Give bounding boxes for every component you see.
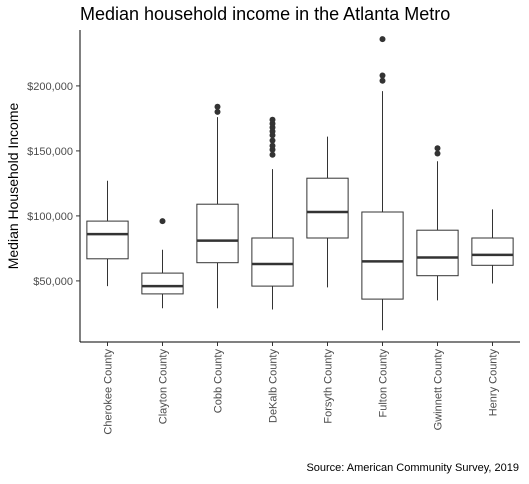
- outlier-point: [434, 145, 441, 152]
- outlier-point: [214, 108, 221, 115]
- x-tick-label: Clayton County: [158, 349, 170, 425]
- outlier-point: [269, 137, 276, 144]
- box-group: [86, 180, 129, 287]
- boxes-layer: [86, 36, 514, 331]
- outlier-point: [214, 103, 221, 110]
- box-iqr: [471, 237, 514, 266]
- outlier-point: [269, 142, 276, 149]
- outlier-point: [269, 151, 276, 158]
- outlier-point: [269, 116, 276, 123]
- x-tick-label: DeKalb County: [268, 349, 280, 423]
- box-iqr: [416, 229, 459, 277]
- box-group: [141, 218, 184, 309]
- y-axis-title: Median Household Income: [5, 103, 21, 270]
- box-group: [251, 116, 294, 310]
- x-ticks-layer: Cherokee County Clayton County Cobb County…: [103, 342, 500, 435]
- box-iqr: [86, 220, 129, 260]
- box-group: [361, 36, 404, 331]
- box-group: [416, 145, 459, 301]
- y-tick-label: $100,000: [27, 211, 73, 223]
- x-tick-label: Cherokee County: [103, 349, 115, 435]
- chart-title: Median household income in the Atlanta M…: [80, 4, 451, 24]
- x-tick-label: Gwinnett County: [433, 349, 445, 431]
- x-tick-label: Henry County: [488, 349, 500, 417]
- outlier-point: [159, 218, 166, 225]
- y-ticks-layer: $50,000 $100,000 $150,000 $200,000: [27, 81, 80, 288]
- outlier-point: [379, 77, 386, 84]
- outlier-point: [379, 36, 386, 43]
- y-tick-label: $150,000: [27, 146, 73, 158]
- x-tick-label: Cobb County: [213, 349, 225, 414]
- box-iqr: [196, 203, 239, 264]
- chart-caption: Source: American Community Survey, 2019: [306, 462, 519, 474]
- outlier-point: [379, 72, 386, 79]
- box-group: [306, 136, 349, 288]
- box-iqr: [141, 272, 184, 295]
- x-tick-label: Fulton County: [378, 349, 390, 418]
- box-iqr: [306, 177, 349, 239]
- box-iqr: [251, 237, 294, 287]
- y-tick-label: $50,000: [33, 276, 73, 288]
- box-group: [196, 103, 239, 309]
- box-group: [471, 209, 514, 284]
- box-iqr: [361, 211, 404, 300]
- outlier-point: [434, 150, 441, 157]
- y-tick-label: $200,000: [27, 81, 73, 93]
- x-tick-label: Forsyth County: [323, 349, 335, 424]
